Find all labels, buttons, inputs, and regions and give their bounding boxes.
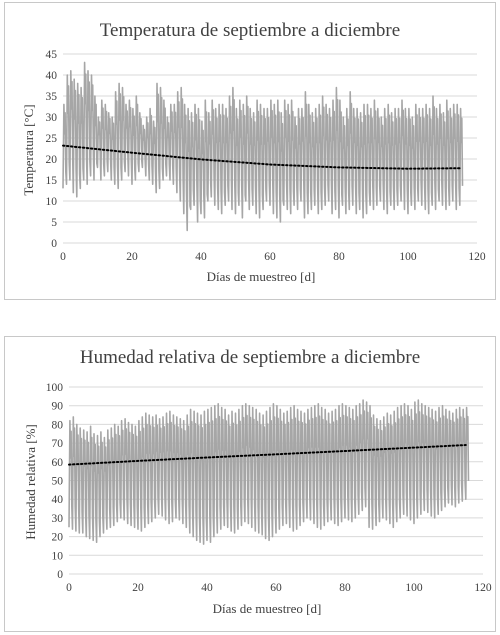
humidity-y-tick-label: 50 <box>52 476 64 488</box>
humidity-y-tick-label: 80 <box>52 419 64 431</box>
humidity-x-tick-label: 0 <box>66 582 72 594</box>
temperature-y-tick-label: 45 <box>46 49 58 61</box>
temperature-y-tick-label: 40 <box>46 70 58 82</box>
humidity-chart: Humedad relativa de septiembre a diciemb… <box>23 347 492 616</box>
temperature-trend-line <box>62 144 461 170</box>
temperature-y-tick-label: 15 <box>46 175 58 187</box>
temperature-x-tick-label: 60 <box>264 251 276 263</box>
humidity-y-tick-label: 10 <box>52 550 64 562</box>
humidity-x-tick-label: 40 <box>201 582 213 594</box>
humidity-x-tick-label: 80 <box>339 582 351 594</box>
humidity-trend-line <box>68 444 467 466</box>
temperature-chart: Temperatura de septiembre a diciembre 0 5… <box>21 20 486 284</box>
temperature-ticks: 0 5 10 15 20 25 30 35 40 45 0 20 40 60 80 100 120 <box>46 49 486 263</box>
humidity-ticks: 0 10 20 30 40 50 60 70 80 90 100 0 20 40 60 80 100 120 <box>46 382 492 594</box>
humidity-y-axis-label: Humedad relativa [%] <box>23 424 38 540</box>
humidity-y-tick-label: 30 <box>52 513 64 525</box>
humidity-x-tick-label: 60 <box>270 582 282 594</box>
temperature-chart-panel: Temperatura de septiembre a diciembre 0 5… <box>4 2 496 300</box>
humidity-y-tick-label: 60 <box>52 457 64 469</box>
temperature-x-tick-label: 120 <box>468 251 486 263</box>
temperature-x-tick-label: 20 <box>126 251 138 263</box>
humidity-x-tick-label: 120 <box>474 582 492 594</box>
temperature-y-tick-label: 10 <box>46 196 58 208</box>
temperature-series <box>62 61 464 232</box>
temperature-x-axis-label: Días de muestreo [d] <box>207 269 316 284</box>
temperature-x-tick-label: 100 <box>399 251 417 263</box>
humidity-chart-panel: Humedad relativa de septiembre a diciemb… <box>4 336 496 632</box>
humidity-x-axis-label: Días de muestreo [d] <box>213 601 322 616</box>
temperature-y-axis-label: Temperatura [°C] <box>21 104 36 195</box>
humidity-y-tick-label: 100 <box>46 382 64 394</box>
humidity-y-tick-label: 20 <box>52 532 64 544</box>
temperature-y-tick-label: 25 <box>46 133 58 145</box>
temperature-y-tick-label: 30 <box>46 112 58 124</box>
temperature-x-tick-label: 40 <box>195 251 207 263</box>
humidity-y-tick-label: 70 <box>52 438 64 450</box>
temperature-y-tick-label: 20 <box>46 154 58 166</box>
humidity-series-line <box>68 399 470 545</box>
temperature-chart-title: Temperatura de septiembre a diciembre <box>100 20 400 41</box>
temperature-x-tick-label: 0 <box>60 251 66 263</box>
humidity-y-tick-label: 40 <box>52 494 64 506</box>
humidity-chart-title: Humedad relativa de septiembre a diciemb… <box>80 347 420 368</box>
humidity-y-tick-label: 90 <box>52 401 64 413</box>
temperature-series-line <box>62 61 464 232</box>
humidity-y-tick-label: 0 <box>57 569 63 581</box>
humidity-series <box>68 399 470 545</box>
temperature-y-tick-label: 0 <box>51 238 57 250</box>
temperature-y-tick-label: 5 <box>51 217 57 229</box>
humidity-x-tick-label: 20 <box>132 582 144 594</box>
temperature-x-tick-label: 80 <box>333 251 345 263</box>
humidity-x-tick-label: 100 <box>405 582 423 594</box>
temperature-y-tick-label: 35 <box>46 91 58 103</box>
